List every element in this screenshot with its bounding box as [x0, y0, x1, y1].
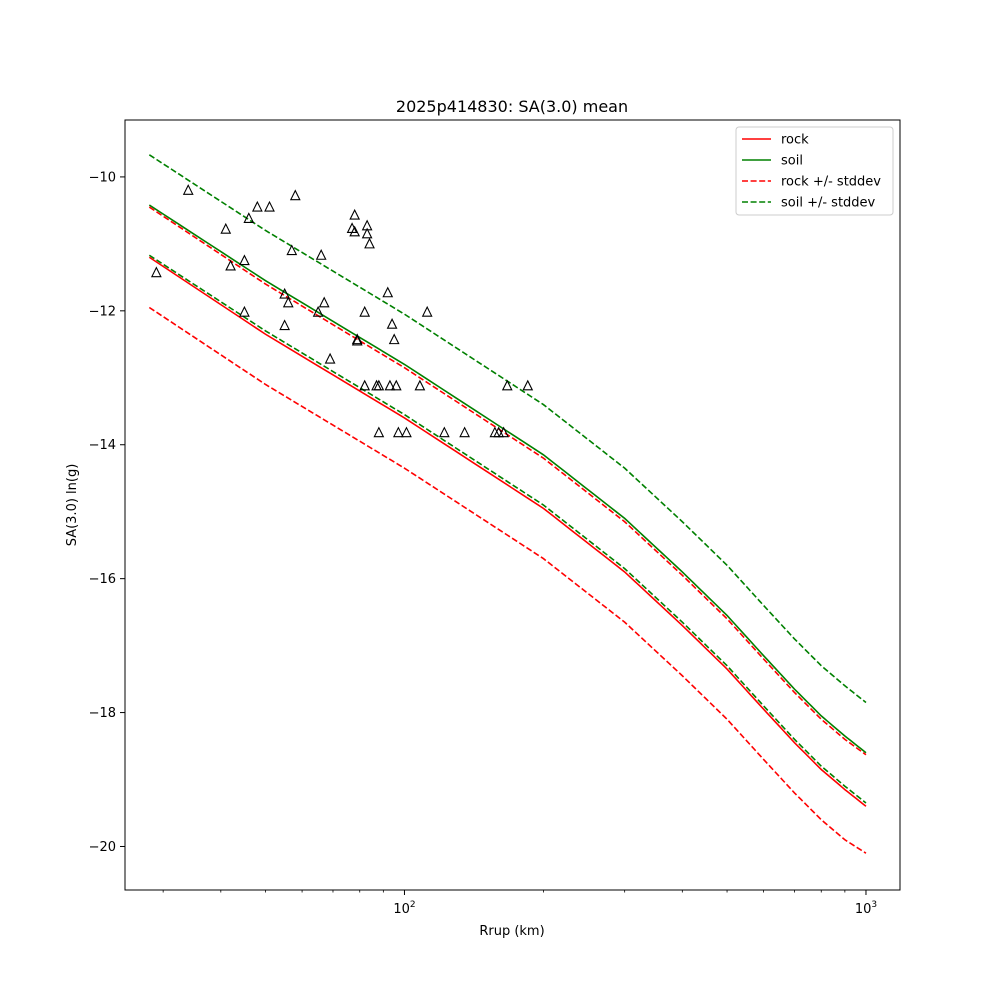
y-tick-label-1: −12 [89, 304, 116, 319]
series-line-4 [148, 154, 867, 704]
observation-point-10 [279, 319, 291, 331]
observation-point-32 [384, 379, 396, 391]
observation-point-16 [318, 296, 330, 308]
observation-point-37 [401, 426, 412, 438]
observation-point-34 [388, 333, 400, 345]
observation-point-2 [220, 222, 232, 234]
x-axis: 102 103 [162, 890, 877, 917]
observation-point-9 [279, 287, 291, 299]
observation-point-19 [349, 208, 361, 220]
y-axis: −10 −12 −14 −16 −18 −20 [89, 170, 125, 855]
y-tick-label-2: −14 [89, 438, 116, 453]
observation-point-8 [264, 200, 275, 212]
observation-point-6 [243, 212, 255, 223]
observation-point-0 [150, 266, 162, 278]
series-line-5 [148, 254, 867, 804]
observation-point-27 [364, 237, 375, 249]
observation-point-4 [239, 254, 250, 266]
observation-point-23 [359, 305, 371, 317]
observation-point-26 [361, 227, 373, 239]
plot-lines [148, 154, 867, 854]
observation-point-13 [289, 189, 301, 201]
observation-point-36 [392, 426, 404, 438]
observation-point-11 [282, 296, 294, 308]
series-line-3 [148, 306, 867, 854]
observation-point-35 [390, 379, 402, 391]
observation-point-14 [312, 305, 324, 317]
observation-point-15 [315, 249, 327, 260]
legend-label-0: rock [781, 133, 809, 148]
observation-point-45 [501, 379, 513, 391]
observation-point-20 [349, 225, 361, 237]
y-tick-label-3: −16 [89, 572, 116, 587]
observation-point-21 [351, 334, 363, 346]
observation-point-1 [182, 184, 194, 195]
x-axis-label: Rrup (km) [479, 924, 544, 939]
observation-point-33 [386, 317, 398, 329]
y-tick-label-5: −20 [89, 840, 116, 855]
y-axis-label: SA(3.0) ln(g) [65, 464, 80, 547]
observation-point-44 [498, 426, 510, 438]
observation-point-38 [414, 379, 426, 391]
x-tick-label-1: 103 [855, 900, 877, 917]
observation-point-31 [382, 286, 394, 298]
series-line-1 [148, 204, 867, 754]
legend-label-1: soil [781, 154, 803, 169]
y-tick-label-0: −10 [89, 170, 116, 185]
observation-point-39 [421, 305, 433, 317]
observation-point-7 [251, 200, 263, 212]
observation-point-5 [239, 305, 250, 317]
observation-point-17 [324, 352, 336, 364]
series-line-0 [148, 256, 867, 807]
observation-point-40 [438, 426, 450, 438]
series-line-2 [148, 206, 867, 756]
legend-box [735, 126, 894, 216]
legend-label-3: soil +/- stddev [781, 196, 876, 211]
plot-frame [124, 119, 901, 891]
chart-title: 2025p414830: SA(3.0) mean [396, 97, 628, 116]
x-tick-label-0: 102 [393, 900, 415, 917]
observation-point-30 [373, 426, 385, 438]
observation-point-46 [522, 379, 534, 391]
observation-point-24 [359, 379, 371, 391]
y-tick-label-4: −18 [89, 706, 116, 721]
legend: rock soil rock +/- stddev soil +/- stddev [735, 126, 894, 216]
legend-label-2: rock +/- stddev [781, 175, 881, 190]
observation-point-22 [351, 333, 363, 345]
plot-points [150, 184, 534, 438]
observation-point-12 [286, 244, 298, 256]
observation-point-3 [225, 259, 236, 271]
observation-point-41 [459, 426, 471, 438]
observation-point-29 [373, 379, 385, 391]
